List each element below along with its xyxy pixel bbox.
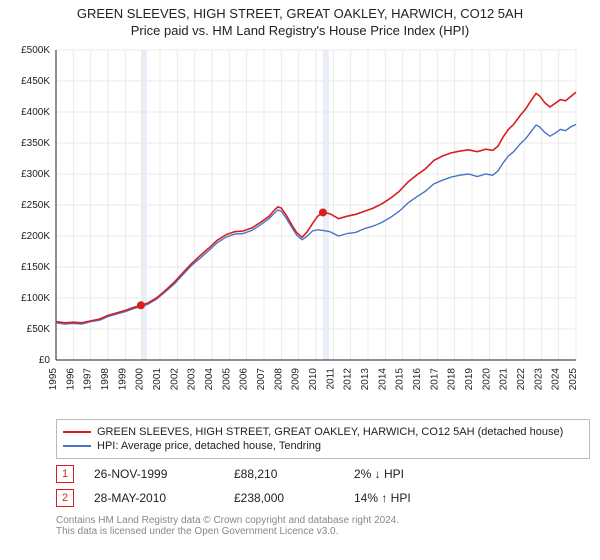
x-tick-label: 2022 (516, 368, 527, 391)
y-tick-label: £500K (21, 45, 50, 56)
x-tick-label: 2019 (464, 368, 475, 391)
legend-item: HPI: Average price, detached house, Tend… (63, 440, 583, 452)
transaction-diff: 14% ↑ HPI (354, 491, 474, 505)
transaction-rows: 1 26-NOV-1999 £88,210 2% ↓ HPI 2 28-MAY-2010 £… (56, 465, 590, 507)
x-tick-label: 2010 (308, 368, 319, 391)
page: GREEN SLEEVES, HIGH STREET, GREAT OAKLEY… (0, 0, 600, 537)
x-tick-label: 1999 (117, 368, 128, 391)
x-tick-label: 2011 (325, 368, 336, 390)
transaction-date: 28-MAY-2010 (94, 491, 214, 505)
price-chart: £0 £50K £100K £150K £200K £250K £300K £350K £400… (0, 40, 600, 415)
x-tick-label: 2003 (187, 368, 198, 391)
transaction-price: £238,000 (234, 491, 334, 505)
x-tick-label: 2007 (256, 368, 267, 391)
y-tick-label: £400K (21, 107, 50, 118)
x-tick-label: 2015 (395, 368, 406, 391)
footnote: Contains HM Land Registry data © Crown c… (56, 515, 590, 537)
x-tick-label: 2020 (481, 368, 492, 391)
x-tick-label: 2024 (551, 368, 562, 391)
chart-titles: GREEN SLEEVES, HIGH STREET, GREAT OAKLEY… (0, 0, 600, 40)
x-tick-label: 2014 (377, 368, 388, 391)
x-tick-label: 2006 (239, 368, 250, 391)
footnote-line-1: Contains HM Land Registry data © Crown c… (56, 515, 590, 526)
y-tick-label: £450K (21, 76, 50, 87)
x-tick-label: 1996 (65, 368, 76, 391)
x-tick-label: 2000 (135, 368, 146, 391)
x-tick-label: 2008 (273, 368, 284, 391)
footnote-line-2: This data is licensed under the Open Gov… (56, 526, 590, 537)
x-tick-label: 2018 (447, 368, 458, 391)
transaction-price: £88,210 (234, 467, 334, 481)
transaction-row: 1 26-NOV-1999 £88,210 2% ↓ HPI (56, 465, 590, 483)
x-tick-label: 2013 (360, 368, 371, 391)
transaction-marker-box: 1 (56, 465, 74, 483)
x-tick-label: 2005 (221, 368, 232, 391)
x-tick-label: 2009 (291, 368, 302, 391)
legend-item: GREEN SLEEVES, HIGH STREET, GREAT OAKLEY… (63, 426, 583, 438)
transaction-marker-box: 2 (56, 489, 74, 507)
title-line-1: GREEN SLEEVES, HIGH STREET, GREAT OAKLEY… (10, 6, 590, 21)
title-line-2: Price paid vs. HM Land Registry's House … (10, 23, 590, 38)
y-tick-label: £150K (21, 262, 50, 273)
y-tick-label: £300K (21, 169, 50, 180)
x-tick-label: 2025 (568, 368, 579, 391)
x-tick-label: 2017 (429, 368, 440, 391)
legend-label: HPI: Average price, detached house, Tend… (97, 440, 321, 452)
transaction-diff: 2% ↓ HPI (354, 467, 474, 481)
x-tick-label: 2023 (533, 368, 544, 391)
legend: GREEN SLEEVES, HIGH STREET, GREAT OAKLEY… (56, 419, 590, 459)
y-tick-label: £0 (39, 355, 51, 366)
sale-marker-dot (137, 301, 145, 309)
transaction-date: 26-NOV-1999 (94, 467, 214, 481)
legend-label: GREEN SLEEVES, HIGH STREET, GREAT OAKLEY… (97, 426, 563, 438)
legend-swatch (63, 431, 91, 433)
y-tick-label: £50K (27, 324, 51, 335)
y-tick-label: £200K (21, 231, 50, 242)
y-tick-label: £350K (21, 138, 50, 149)
x-tick-label: 2004 (204, 368, 215, 391)
transaction-row: 2 28-MAY-2010 £238,000 14% ↑ HPI (56, 489, 590, 507)
y-tick-label: £100K (21, 293, 50, 304)
x-tick-label: 1995 (48, 368, 59, 391)
x-tick-label: 2002 (169, 368, 180, 391)
x-tick-label: 2001 (152, 368, 163, 391)
legend-swatch (63, 445, 91, 447)
x-tick-label: 1998 (100, 368, 111, 391)
x-tick-label: 1997 (83, 368, 94, 391)
y-tick-label: £250K (21, 200, 50, 211)
x-tick-label: 2016 (412, 368, 423, 391)
x-tick-label: 2012 (343, 368, 354, 391)
x-tick-label: 2021 (499, 368, 510, 391)
sale-marker-dot (319, 208, 327, 216)
